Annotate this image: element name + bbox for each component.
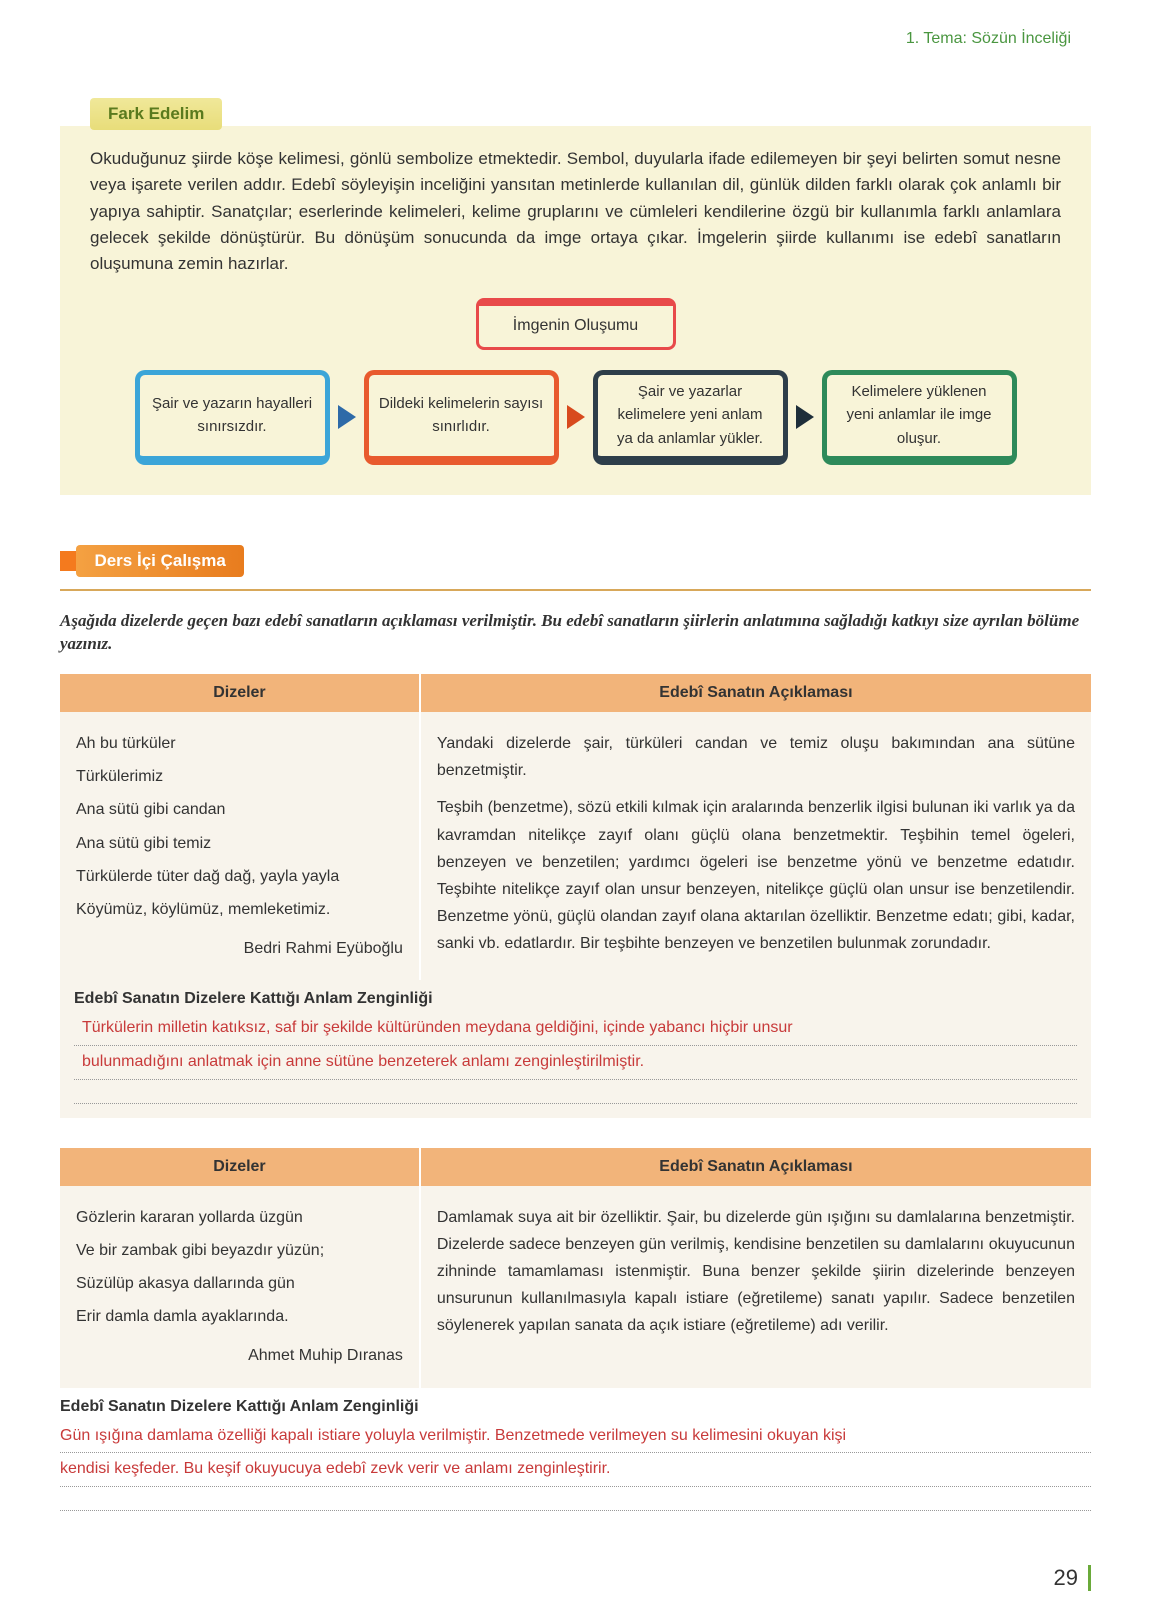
answer-line: Gün ışığına damlama özelliği kapalı isti… xyxy=(60,1420,1091,1454)
divider xyxy=(60,589,1091,591)
section-tab-ders-ici: Ders İçi Çalışma xyxy=(76,545,243,577)
poem-line: Türkülerimiz xyxy=(76,763,403,790)
th-dizeler: Dizeler xyxy=(60,1148,421,1186)
poem-line: Ana sütü gibi candan xyxy=(76,796,403,823)
answer-line-empty xyxy=(74,1080,1077,1104)
poem-line: Süzülüp akasya dallarında gün xyxy=(76,1270,403,1297)
poem-line: Erir damla damla ayaklarında. xyxy=(76,1303,403,1330)
poem-line: Gözlerin kararan yollarda üzgün xyxy=(76,1204,403,1231)
th-dizeler: Dizeler xyxy=(60,674,421,712)
explanation-cell-2: Damlamak suya ait bir özelliktir. Şair, … xyxy=(421,1186,1091,1388)
ders-ici-section: Ders İçi Çalışma Aşağıda dizelerde geçen… xyxy=(60,545,1091,1525)
intro-paragraph: Okuduğunuz şiirde köşe kelimesi, gönlü s… xyxy=(90,146,1061,278)
fark-edelim-box: Okuduğunuz şiirde köşe kelimesi, gönlü s… xyxy=(60,126,1091,495)
flow-title: İmgenin Oluşumu xyxy=(476,298,676,350)
arrow-icon xyxy=(338,405,356,429)
explanation-p2: Teşbih (benzetme), sözü etkili kılmak iç… xyxy=(437,794,1075,957)
flow-box-3: Şair ve yazarlar kelimelere yeni anlam y… xyxy=(593,370,788,465)
author-1: Bedri Rahmi Eyüboğlu xyxy=(76,935,403,962)
page-number: 29 xyxy=(60,1565,1091,1591)
instruction-text: Aşağıda dizelerde geçen bazı edebî sanat… xyxy=(60,609,1091,657)
answer-line: bulunmadığını anlatmak için anne sütüne … xyxy=(74,1046,1077,1080)
section-tab-fark-edelim: Fark Edelim xyxy=(90,98,222,130)
th-aciklama: Edebî Sanatın Açıklaması xyxy=(421,1148,1091,1186)
poem-cell-2: Gözlerin kararan yollarda üzgün Ve bir z… xyxy=(60,1186,421,1388)
flowchart: İmgenin Oluşumu Şair ve yazarın hayaller… xyxy=(90,298,1061,465)
explanation-2: Damlamak suya ait bir özelliktir. Şair, … xyxy=(437,1204,1075,1340)
flow-row: Şair ve yazarın hayalleri sınırsızdır. D… xyxy=(90,370,1061,465)
theme-header: 1. Tema: Sözün İnceliği xyxy=(60,30,1091,48)
flow-box-2: Dildeki kelimelerin sayısı sınırlıdır. xyxy=(364,370,559,465)
answer-title-1: Edebî Sanatın Dizelere Kattığı Anlam Zen… xyxy=(74,990,1077,1008)
poem-line: Köyümüz, köylümüz, memleketimiz. xyxy=(76,896,403,923)
answer-line: Türkülerin milletin katıksız, saf bir şe… xyxy=(74,1012,1077,1046)
flow-box-1: Şair ve yazarın hayalleri sınırsızdır. xyxy=(135,370,330,465)
th-aciklama: Edebî Sanatın Açıklaması xyxy=(421,674,1091,712)
table-2: Dizeler Edebî Sanatın Açıklaması Gözleri… xyxy=(60,1148,1091,1525)
poem-line: Ah bu türküler xyxy=(76,730,403,757)
answer-block-2: Edebî Sanatın Dizelere Kattığı Anlam Zen… xyxy=(60,1388,1091,1525)
table-body: Ah bu türküler Türkülerimiz Ana sütü gib… xyxy=(60,712,1091,980)
table-header-row: Dizeler Edebî Sanatın Açıklaması xyxy=(60,674,1091,712)
poem-line: Ana sütü gibi temiz xyxy=(76,830,403,857)
table-1: Dizeler Edebî Sanatın Açıklaması Ah bu t… xyxy=(60,674,1091,1118)
table-header-row: Dizeler Edebî Sanatın Açıklaması xyxy=(60,1148,1091,1186)
answer-line-empty xyxy=(60,1487,1091,1511)
explanation-p1: Yandaki dizelerde şair, türküleri candan… xyxy=(437,730,1075,784)
poem-line: Türkülerde tüter dağ dağ, yayla yayla xyxy=(76,863,403,890)
answer-title-2: Edebî Sanatın Dizelere Kattığı Anlam Zen… xyxy=(60,1398,1091,1416)
author-2: Ahmet Muhip Dıranas xyxy=(76,1342,403,1369)
answer-block-1: Edebî Sanatın Dizelere Kattığı Anlam Zen… xyxy=(60,980,1091,1117)
answer-line: kendisi keşfeder. Bu keşif okuyucuya ede… xyxy=(60,1453,1091,1487)
explanation-cell-1: Yandaki dizelerde şair, türküleri candan… xyxy=(421,712,1091,980)
arrow-icon xyxy=(796,405,814,429)
fark-edelim-section: Fark Edelim Okuduğunuz şiirde köşe kelim… xyxy=(60,98,1091,495)
flow-box-4: Kelimelere yüklenen yeni anlamlar ile im… xyxy=(822,370,1017,465)
table-body: Gözlerin kararan yollarda üzgün Ve bir z… xyxy=(60,1186,1091,1388)
poem-cell-1: Ah bu türküler Türkülerimiz Ana sütü gib… xyxy=(60,712,421,980)
poem-line: Ve bir zambak gibi beyazdır yüzün; xyxy=(76,1237,403,1264)
arrow-icon xyxy=(567,405,585,429)
